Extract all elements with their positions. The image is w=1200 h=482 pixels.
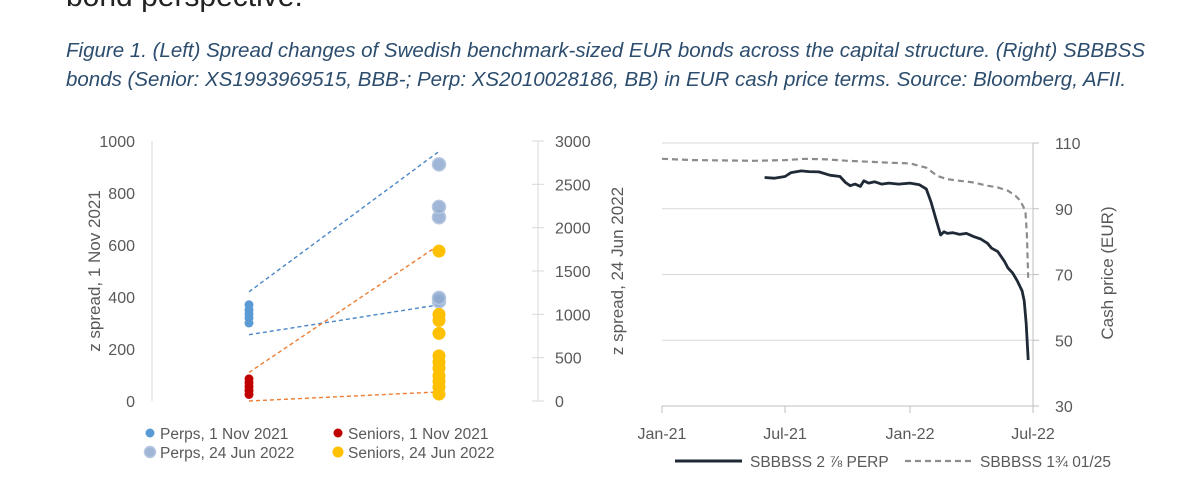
scatter-point (431, 290, 447, 306)
right-x-tick-label: Jul-22 (1011, 426, 1055, 443)
right-x-tick-label: Jan-21 (638, 426, 687, 443)
left-y-tick-label: 400 (108, 290, 135, 307)
scatter-point (432, 307, 446, 321)
left-y-tick-label: 600 (108, 238, 135, 255)
left-y2-tick-label: 2500 (555, 177, 591, 194)
right-x-tick-label: Jan-22 (886, 426, 935, 443)
left-y-axis-label: z spread, 1 Nov 2021 (85, 190, 104, 352)
series-line-perp (764, 169, 1030, 361)
trendline (248, 150, 440, 293)
legend-label-seniors-nov: Seniors, 1 Nov 2021 (348, 426, 488, 443)
scatter-point (432, 326, 446, 340)
legend-marker-perps-jun (143, 445, 157, 459)
page-heading-fragment: bond perspective. (66, 0, 303, 14)
scatter-point (431, 199, 447, 215)
left-y2-tick-label: 500 (555, 351, 582, 368)
right-line-chart: 30 50 70 90 110 Jan-21 Jul-21 Jan-22 Jul-22 Cas… (638, 136, 1117, 471)
legend-marker-seniors-jun (332, 446, 344, 458)
series-line-senior (661, 157, 1030, 278)
scatter-point (244, 300, 254, 310)
left-y2-tick-label: 3000 (555, 134, 591, 151)
trendline (248, 244, 440, 373)
left-y-tick-label: 1000 (99, 134, 135, 151)
left-y-tick-label: 200 (108, 342, 135, 359)
left-y2-axis-label: z spread, 24 Jun 2022 (608, 187, 627, 355)
left-y2-tick-label: 2000 (555, 221, 591, 238)
left-y2-tick-label: 1000 (555, 307, 591, 324)
left-y2-tick-label: 1500 (555, 264, 591, 281)
caption-line-1: Figure 1. (Left) Spread changes of Swedi… (66, 39, 1146, 62)
scatter-point (244, 374, 254, 384)
right-y-tick-label: 70 (1055, 268, 1073, 285)
right-y-tick-label: 50 (1055, 333, 1073, 350)
scatter-point (432, 349, 446, 363)
scatter-point (431, 157, 447, 172)
legend-label-perps-nov: Perps, 1 Nov 2021 (160, 426, 288, 443)
right-y-tick-label: 90 (1055, 202, 1073, 219)
caption-line-2: bonds (Senior: XS1993969515, BBB-; Perp:… (66, 68, 1127, 91)
legend-label-perps-jun: Perps, 24 Jun 2022 (160, 445, 294, 462)
right-x-tick-label: Jul-21 (763, 426, 807, 443)
right-y-tick-label: 30 (1055, 399, 1073, 416)
figure-caption: Figure 1. (Left) Spread changes of Swedi… (66, 36, 1156, 94)
legend-label-perp: SBBBSS 2 ⅞ PERP (750, 454, 889, 471)
left-chart-legend: Perps, 1 Nov 2021 Seniors, 1 Nov 2021 Pe… (143, 426, 495, 462)
left-scatter-chart: 0 200 400 600 800 1000 0 500 1000 1500 2000 2500 30… (85, 134, 627, 462)
left-y-tick-label: 800 (108, 186, 135, 203)
left-y2-tick-label: 0 (555, 394, 564, 411)
right-chart-legend: SBBBSS 2 ⅞ PERP SBBBSS 1¾ 01/25 (675, 454, 1111, 471)
legend-marker-seniors-nov (333, 428, 343, 438)
right-y-tick-label: 110 (1055, 136, 1081, 153)
legend-label-seniors-jun: Seniors, 24 Jun 2022 (348, 445, 495, 462)
trendline (248, 391, 440, 402)
left-y-tick-label: 0 (126, 394, 135, 411)
scatter-point (432, 244, 446, 258)
legend-label-senior: SBBBSS 1¾ 01/25 (980, 454, 1111, 471)
right-y-axis-label: Cash price (EUR) (1098, 206, 1117, 339)
legend-marker-perps-nov (145, 428, 155, 438)
